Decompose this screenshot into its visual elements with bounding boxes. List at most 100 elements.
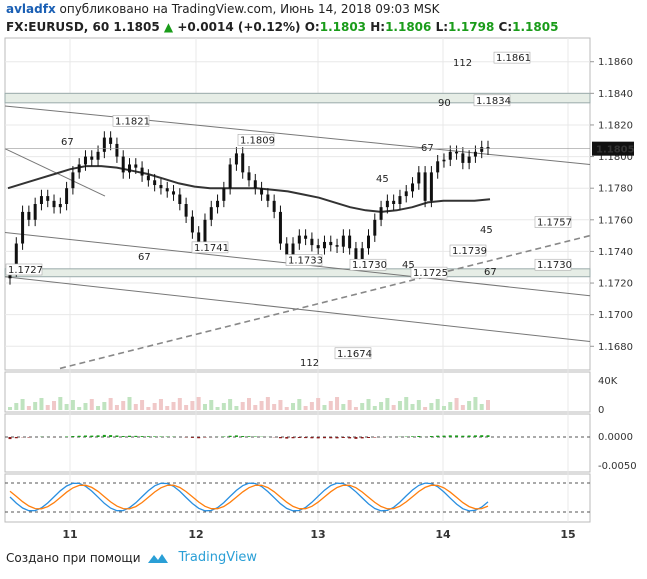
author-name[interactable]: avladfx <box>6 2 56 16</box>
macd-histogram-bar <box>203 437 207 438</box>
price-tick-label: 1.1780 <box>598 184 633 195</box>
macd-histogram-bar <box>109 435 113 437</box>
volume-bar <box>209 400 214 410</box>
macd-histogram-bar <box>310 437 314 439</box>
moving-average <box>7 165 491 213</box>
macd-histogram-bar <box>197 437 201 439</box>
candle-body <box>354 248 358 263</box>
macd-histogram-bar <box>234 435 238 437</box>
macd-histogram-bar <box>335 437 339 439</box>
volume-bar <box>278 400 283 410</box>
candle-body <box>442 159 446 162</box>
price-tick-label: 1.1800 <box>598 152 633 163</box>
candle-body <box>159 185 163 189</box>
macd-histogram-bar <box>96 435 100 437</box>
macd-histogram-bar <box>115 435 119 437</box>
grid <box>4 37 591 523</box>
price-tick-label: 1.1700 <box>598 310 633 321</box>
volume-bar <box>146 407 151 410</box>
macd-histogram-bar <box>448 435 452 437</box>
candle-body <box>423 172 427 201</box>
volume-bar <box>184 405 189 410</box>
candle-body <box>165 188 169 192</box>
volume-pane-frame <box>4 371 591 413</box>
volume-bar <box>152 403 157 410</box>
fib-ratio-label: 67 <box>61 137 74 148</box>
price-annotation-box <box>410 266 448 279</box>
volume-bar <box>372 406 377 410</box>
candle-body <box>140 167 144 176</box>
macd-histogram-bar <box>247 436 251 437</box>
osc-line-slow <box>9 484 489 510</box>
candle-body <box>172 191 176 195</box>
macd-pane-frame <box>4 413 591 473</box>
volume-bar <box>26 406 31 410</box>
volume-bar <box>83 403 88 410</box>
trend-line <box>4 148 106 197</box>
candle-body <box>109 137 113 144</box>
candle-body <box>65 188 69 204</box>
candle-body <box>341 235 345 247</box>
volume-bar <box>486 400 490 410</box>
volume-bar <box>190 401 195 410</box>
volume-bar <box>70 400 75 410</box>
volume-bar <box>460 405 465 410</box>
macd-histogram-bar <box>27 437 31 438</box>
volume-bar <box>45 405 50 410</box>
macd-histogram-bar <box>367 437 370 438</box>
candle-body <box>197 232 201 244</box>
volume-bar <box>114 405 119 410</box>
candle-body <box>153 180 157 186</box>
macd-histogram-bar <box>83 435 87 437</box>
volume-bar <box>391 405 396 410</box>
price-annotation-box <box>349 258 387 271</box>
macd-histogram-bar <box>228 435 232 437</box>
candle-body <box>379 207 383 220</box>
candle-body <box>436 161 440 173</box>
price-annotation-label: 1.1674 <box>337 349 372 360</box>
candle-body <box>247 172 251 181</box>
tradingview-brand[interactable]: TradingView <box>178 550 258 565</box>
annotations: 1.1821 1.1809 1.1741 1.1733 1.1730 1.1727 1.17… <box>5 51 572 369</box>
macd-histogram-bar <box>341 437 345 438</box>
price-zone-band <box>4 92 591 104</box>
volume-bar <box>108 398 113 410</box>
volume-bar <box>284 407 289 410</box>
price-annotation-box <box>473 94 511 107</box>
candle-body <box>373 219 377 236</box>
macd-histogram-bar <box>134 435 138 437</box>
candle-body <box>203 219 207 244</box>
trend-line <box>59 234 591 370</box>
fib-ratio-label: 112 <box>453 58 472 69</box>
osc-line-fast <box>9 482 489 512</box>
macd-histogram-bar <box>360 437 364 439</box>
price-tick-label: 1.1740 <box>598 247 633 258</box>
volume-bar <box>397 401 402 410</box>
trend-line <box>4 105 591 165</box>
macd-histogram-bar <box>241 436 245 437</box>
date-label: 15 <box>560 528 575 541</box>
volume-bar <box>8 407 12 410</box>
price-tick-label: 1.1760 <box>598 215 633 226</box>
fib-ratio-label: 67 <box>138 252 151 263</box>
volume-bar <box>140 400 145 410</box>
price-annotation-label: 1.1730 <box>537 260 572 271</box>
fib-ratio-label: 112 <box>300 358 319 369</box>
candle-body <box>134 164 138 168</box>
volume-bar <box>404 397 409 410</box>
macd-histogram-bar <box>8 437 12 440</box>
volume-bar <box>221 403 226 410</box>
candle-body <box>121 156 125 173</box>
fib-ratio-label: 67 <box>484 267 497 278</box>
macd-histogram-bar <box>222 436 226 437</box>
candle-body <box>266 194 270 201</box>
price-annotation-box <box>534 258 572 271</box>
volume-bar <box>303 406 308 410</box>
macd-histogram-bar <box>373 437 377 438</box>
publish-header: avladfx опубликовано на TradingView.com,… <box>6 2 439 16</box>
candle-body <box>83 156 87 165</box>
macd-histogram-bar <box>128 435 131 437</box>
candle-body <box>417 172 421 184</box>
volume-axis-label: 0 <box>598 405 604 416</box>
